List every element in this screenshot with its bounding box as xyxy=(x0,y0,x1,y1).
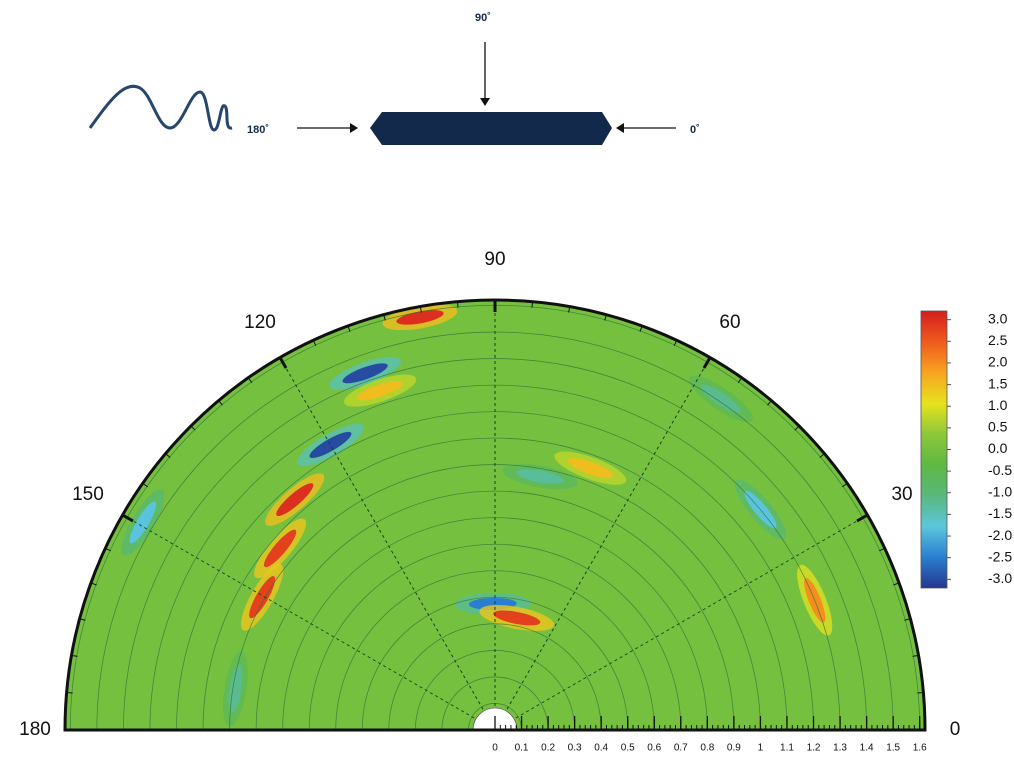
r-tick-label: 0.4 xyxy=(594,743,608,754)
colorbar-tick-label: -1.0 xyxy=(988,483,1012,499)
colorbar-tick-label: -0.5 xyxy=(988,462,1012,478)
r-tick-label: 1.3 xyxy=(833,743,847,754)
r-tick-label: 0.9 xyxy=(727,743,741,754)
grid-circle xyxy=(388,623,602,731)
r-tick-label: 0.3 xyxy=(568,743,582,754)
hotspot xyxy=(276,483,314,517)
minor-tick xyxy=(278,356,288,369)
hotspot xyxy=(309,431,352,459)
minor-tick xyxy=(856,513,869,523)
hotspot xyxy=(129,501,157,544)
hotspot xyxy=(567,458,613,479)
hotspot xyxy=(516,469,564,484)
hotspot xyxy=(263,529,297,568)
ship-diagram: 90˚ 180˚ 0˚ xyxy=(88,12,700,145)
wave xyxy=(88,84,233,132)
hotspot xyxy=(228,665,243,713)
r-tick-label: 0 xyxy=(492,743,498,754)
colorbar-tick-label: 0.5 xyxy=(988,419,1008,435)
theta-tick-label: 0 xyxy=(950,719,961,740)
colorbar-tick-label: -3.0 xyxy=(988,570,1012,586)
grid-circle xyxy=(308,543,682,731)
r-tick-label: 0.7 xyxy=(674,743,688,754)
r-tick-label: 0.1 xyxy=(515,743,529,754)
r-tick-label: 0.5 xyxy=(621,743,635,754)
grid-circle xyxy=(122,358,868,731)
colorbar: 3.0 2.5 2.0 1.5 1.0 0.5 0.0 -0.5 -1.0 -1.5 -2.0 -2.… xyxy=(920,310,1012,589)
colorbar-tick-label: 3.0 xyxy=(988,310,1008,326)
theta-tick-label: 60 xyxy=(719,312,740,333)
hotspot xyxy=(357,381,403,401)
colorbar-tick-label: 1.5 xyxy=(988,375,1008,391)
direction-label: 180˚ xyxy=(247,124,269,136)
hotspot xyxy=(700,384,741,414)
grid-circle xyxy=(202,437,788,731)
r-tick-label: 1.1 xyxy=(780,743,794,754)
r-tick-label: 1.6 xyxy=(913,743,927,754)
r-tick-label: 1.4 xyxy=(860,743,874,754)
r-tick-label: 0.6 xyxy=(647,743,661,754)
hotspot xyxy=(342,363,388,384)
colorbar-fill xyxy=(920,310,948,589)
theta-tick-label: 180 xyxy=(19,719,51,740)
theta-tick-label: 150 xyxy=(72,484,104,505)
hotspot xyxy=(396,310,444,325)
arrow-head xyxy=(350,123,358,133)
hotspot xyxy=(249,576,276,619)
colorbar-tick-label: 2.5 xyxy=(988,332,1008,348)
grid-circle xyxy=(335,570,655,731)
direction-label: 0˚ xyxy=(690,124,700,136)
grid-circle xyxy=(441,676,549,731)
hull xyxy=(370,112,612,145)
colorbar-tick-label: -2.0 xyxy=(988,527,1012,543)
theta-tick-label: 90 xyxy=(484,249,505,270)
theta-tick-label: 120 xyxy=(244,312,276,333)
direction-label: 90˚ xyxy=(475,12,491,24)
r-tick-label: 1 xyxy=(758,743,764,754)
r-tick-label: 1.5 xyxy=(886,743,900,754)
plot-background xyxy=(65,300,925,730)
r-tick-label: 0.2 xyxy=(541,743,555,754)
colorbar-tick-label: -1.5 xyxy=(988,505,1012,521)
theta-tick-label: 30 xyxy=(891,484,912,505)
arrow-head xyxy=(616,123,624,133)
minor-tick xyxy=(121,513,134,523)
minor-tick xyxy=(702,356,712,369)
plot-outline xyxy=(63,298,927,732)
colorbar-tick-label: 0.0 xyxy=(988,440,1008,456)
colorbar-tick-label: 2.0 xyxy=(988,354,1008,370)
r-tick-label: 0.8 xyxy=(700,743,714,754)
grid-circle xyxy=(255,490,735,731)
colorbar-tick-label: 1.0 xyxy=(988,397,1008,413)
polar-plot: 0 30 60 90 120 150 180 0 0.1 0.2 0.3 0.4 0.5 0.6 0.7 0.… xyxy=(19,249,960,754)
hotspot xyxy=(493,610,541,626)
r-tick-label: 1.2 xyxy=(807,743,821,754)
colorbar-tick-label: -2.5 xyxy=(988,548,1012,564)
arrow-head xyxy=(480,98,490,106)
